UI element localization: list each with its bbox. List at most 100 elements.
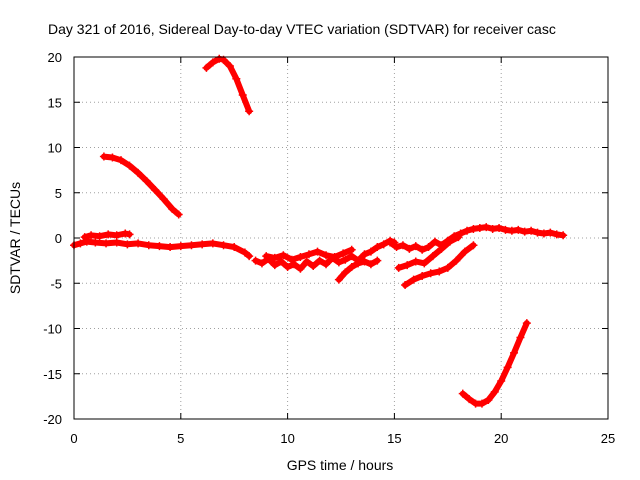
data-point [477, 399, 486, 408]
data-point [443, 263, 452, 272]
data-point [315, 256, 324, 265]
data-point [142, 176, 151, 185]
data-point [245, 107, 254, 116]
data-point [202, 63, 211, 72]
data-point [366, 247, 375, 256]
data-point [322, 260, 331, 269]
data-point [394, 263, 403, 272]
data-point [454, 233, 463, 242]
data-point [251, 256, 260, 265]
data-point [232, 74, 241, 83]
data-point [302, 257, 311, 266]
data-point [495, 224, 504, 233]
data-point [347, 245, 356, 254]
data-point [452, 256, 461, 265]
data-point [112, 238, 121, 247]
data-point [198, 240, 207, 249]
data-point [174, 210, 183, 219]
data-point [208, 239, 217, 248]
data-point [435, 267, 444, 276]
chart-title: Day 321 of 2016, Sidereal Day-to-day VTE… [48, 21, 556, 37]
data-point [341, 255, 350, 264]
data-point [411, 257, 420, 266]
data-point [482, 223, 491, 232]
data-point [354, 259, 363, 268]
y-tick-label: 20 [48, 50, 62, 65]
x-tick-label: 10 [280, 431, 294, 446]
data-point [112, 231, 121, 240]
data-point [121, 229, 130, 238]
data-point [445, 237, 454, 246]
data-point [539, 229, 548, 238]
data-point [403, 261, 412, 270]
data-point [102, 239, 111, 248]
data-point [99, 152, 108, 161]
data-point [360, 257, 369, 266]
series-track-7 [334, 256, 382, 284]
data-point [279, 251, 288, 260]
data-point [401, 281, 410, 290]
data-point [437, 244, 446, 253]
data-point [262, 252, 271, 261]
data-point [428, 252, 437, 261]
data-point [116, 156, 125, 165]
y-tick-label: 0 [55, 231, 62, 246]
data-point [510, 348, 519, 357]
data-point [373, 256, 382, 265]
data-point [134, 168, 143, 177]
data-point [458, 389, 467, 398]
data-point [484, 395, 493, 404]
data-point [490, 387, 499, 396]
data-point [238, 91, 247, 100]
data-point [347, 262, 356, 271]
data-point [398, 241, 407, 250]
data-point [80, 233, 89, 242]
data-point [270, 253, 279, 262]
data-point [245, 252, 254, 261]
y-tick-label: -10 [43, 322, 62, 337]
data-point [257, 259, 266, 268]
data-point [159, 195, 168, 204]
x-axis-title: GPS time / hours [287, 457, 394, 473]
data-point [360, 250, 369, 259]
data-point [516, 333, 525, 342]
data-point [522, 319, 531, 328]
data-point [208, 58, 217, 67]
series-line [100, 153, 182, 218]
x-tick-label: 0 [70, 431, 77, 446]
data-point [270, 261, 279, 270]
data-point [215, 54, 224, 63]
data-point [339, 249, 348, 258]
data-point [176, 242, 185, 251]
x-tick-label: 20 [494, 431, 508, 446]
series-track-2 [80, 229, 134, 242]
y-tick-label: 15 [48, 95, 62, 110]
series-track-8 [386, 223, 568, 254]
data-point [240, 248, 249, 257]
data-point [418, 245, 427, 254]
data-point [497, 376, 506, 385]
series-track-9 [394, 233, 463, 272]
data-point [334, 258, 343, 267]
y-tick-label: -5 [50, 276, 62, 291]
series-layer [70, 54, 568, 408]
data-point [144, 241, 153, 250]
data-point [430, 237, 439, 246]
series-track-10 [401, 241, 478, 290]
y-tick-label: 5 [55, 186, 62, 201]
x-tick-label: 25 [601, 431, 615, 446]
data-point [552, 230, 561, 239]
data-point [559, 231, 568, 240]
data-point [469, 241, 478, 250]
data-point [501, 225, 510, 234]
data-point [405, 244, 414, 253]
data-point [225, 62, 234, 71]
data-point [168, 205, 177, 214]
data-point [503, 363, 512, 372]
data-point [134, 239, 143, 248]
series-track-6 [262, 245, 356, 264]
data-point [125, 230, 134, 239]
data-point [418, 272, 427, 281]
data-point [104, 230, 113, 239]
